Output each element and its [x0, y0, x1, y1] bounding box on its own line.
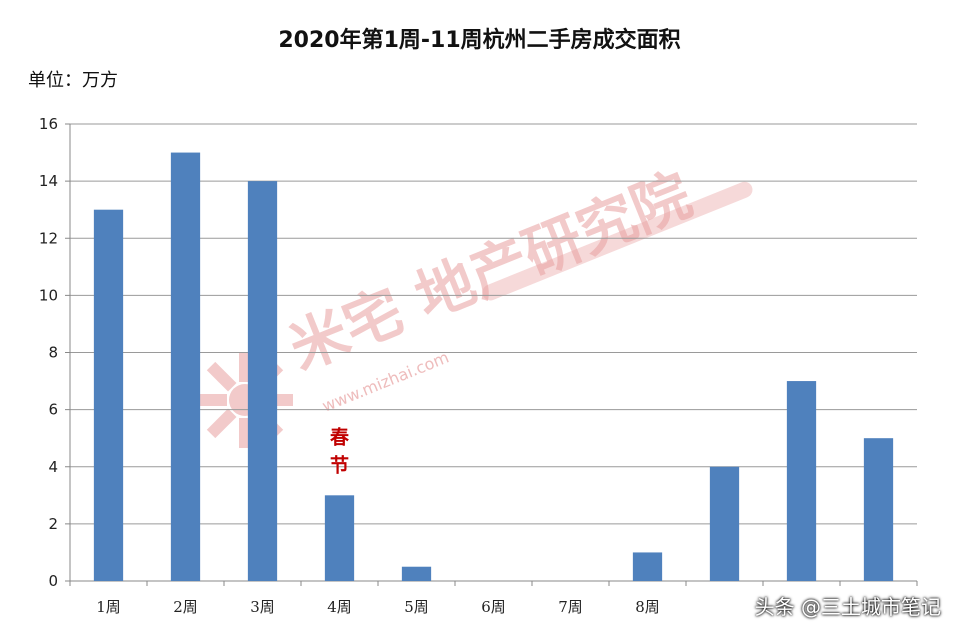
watermark: 米宅 地产研究院 www.mizhai.com — [197, 160, 753, 448]
y-tick-label: 8 — [48, 344, 58, 362]
annotation-text: 春 — [330, 425, 349, 448]
annotation-text: 节 — [330, 454, 349, 476]
y-tick-label: 2 — [48, 515, 58, 533]
y-tick-label: 12 — [39, 229, 58, 247]
x-tick-label: 4周 — [327, 598, 352, 616]
unit-label: 单位：万方 — [28, 70, 118, 91]
x-tick-label: 1周 — [96, 598, 121, 616]
y-tick-label: 4 — [48, 458, 58, 476]
bars — [93, 152, 894, 581]
watermark-text: 米宅 地产研究院 — [280, 160, 701, 383]
x-tick-label: 3周 — [250, 598, 275, 616]
bar-10 — [786, 381, 817, 581]
bar-9 — [709, 466, 740, 581]
chart-title: 2020年第1周-11周杭州二手房成交面积 — [278, 28, 681, 53]
x-tick-label: 5周 — [404, 598, 429, 616]
bar-11 — [863, 438, 894, 581]
bar-8 — [632, 552, 663, 581]
bar-3 — [247, 181, 278, 581]
bar-4 — [324, 495, 355, 581]
y-axis-ticks: 0 2 4 6 8 10 12 14 16 — [39, 115, 58, 590]
x-tick-label: 2周 — [173, 598, 198, 616]
gridlines — [65, 123, 918, 586]
bar-5 — [401, 566, 432, 581]
bar-2 — [170, 152, 201, 581]
y-tick-label: 14 — [39, 172, 58, 190]
x-tick-label: 8周 — [635, 598, 660, 616]
x-tick-label: 7周 — [558, 598, 583, 616]
y-tick-label: 0 — [48, 572, 58, 590]
x-tick-label: 6周 — [481, 598, 506, 616]
annotations: 春节 — [330, 425, 349, 476]
credit-text: 头条 @三土城市笔记 — [754, 595, 941, 619]
y-tick-label: 10 — [39, 286, 58, 304]
y-tick-label: 6 — [48, 401, 58, 419]
x-axis-ticks: 1周 2周 3周 4周 5周 6周 7周 8周 — [96, 598, 660, 616]
bar-1 — [93, 209, 124, 581]
y-tick-label: 16 — [39, 115, 58, 133]
